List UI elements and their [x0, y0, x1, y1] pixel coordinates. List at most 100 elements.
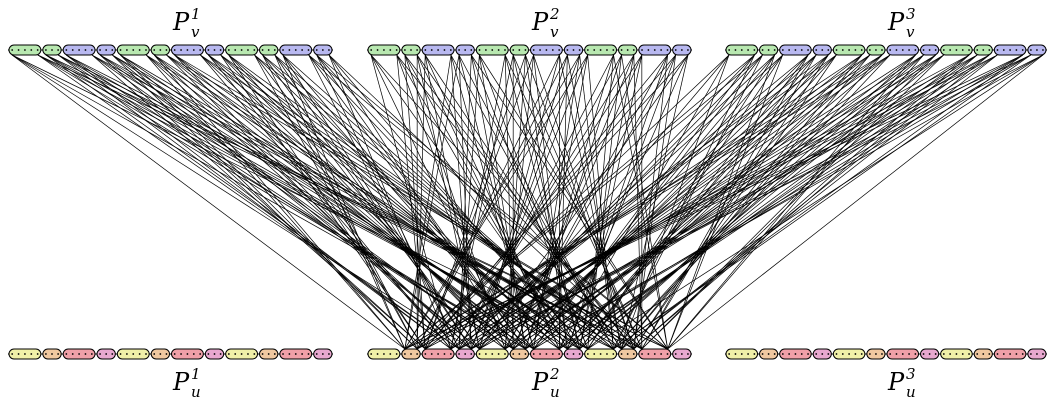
edge-line — [579, 54, 614, 350]
bottom-vertex-dot — [612, 353, 615, 355]
edge-line — [416, 54, 863, 350]
top-vertex-dot — [934, 49, 937, 51]
edge-line — [450, 54, 514, 350]
edge-line — [458, 54, 916, 350]
top-pill — [832, 44, 866, 56]
bottom-vertex-dot — [315, 353, 318, 355]
edge-line — [505, 54, 970, 350]
bottom-vertex-dot — [848, 353, 851, 355]
edge-line — [66, 54, 642, 350]
bottom-vertex-dot — [282, 353, 284, 355]
edge-line — [633, 54, 829, 350]
bottom-vertex-dot — [781, 353, 784, 355]
edge-line — [424, 54, 668, 350]
bottom-vertex-dot — [593, 353, 596, 355]
label-main: P — [531, 368, 549, 396]
bottom-vertex-dot — [854, 353, 857, 355]
bottom-vertex-dot — [65, 353, 68, 355]
top-vertex-dot — [321, 49, 324, 51]
bottom-vertex-dot — [383, 353, 385, 355]
edge-line — [579, 54, 643, 350]
bottom-vertex-dot — [36, 353, 39, 355]
bottom-vertex-dot — [632, 353, 635, 355]
edge-line — [416, 54, 560, 350]
edge-line — [504, 54, 829, 350]
bottom-vertex-dot — [111, 353, 114, 355]
bottom-vertex-dot — [192, 353, 195, 355]
edge-line — [37, 54, 526, 350]
top-vertex-dot — [666, 49, 669, 51]
top-vertex-dot — [740, 49, 743, 51]
top-pill — [475, 44, 509, 56]
top-vertex-dot — [404, 49, 406, 51]
bottom-vertex-dot — [868, 353, 871, 355]
top-vertex-dot — [199, 49, 202, 51]
edge-line — [274, 54, 406, 350]
edge-layer — [11, 54, 1044, 350]
top-vertex-dot — [647, 49, 650, 51]
bottom-pill — [886, 348, 920, 360]
edge-line — [587, 54, 924, 350]
top-vertex-dot — [982, 49, 985, 51]
edge-line — [512, 54, 944, 350]
top-vertex-dot — [761, 49, 764, 51]
top-vertex-dot — [180, 49, 182, 51]
bottom-vertex-dot — [821, 353, 824, 355]
top-vertex-dot — [267, 49, 270, 51]
bottom-vertex-dot — [961, 353, 964, 355]
bottom-vertex-dot — [24, 353, 26, 355]
top-vertex-dot — [219, 49, 222, 51]
bottom-vertex-dot — [773, 353, 776, 355]
bottom-vertex-dot — [747, 353, 749, 355]
edge-line — [450, 54, 472, 350]
bottom-vertex-dot — [213, 353, 216, 355]
bottom-vertex-dot — [968, 353, 970, 355]
edge-line — [99, 54, 426, 350]
top-pill — [116, 44, 150, 56]
bottom-vertex-dot — [875, 353, 877, 355]
edge-line — [146, 54, 614, 350]
bottom-vertex-dot — [518, 353, 521, 355]
top-vertex-dot — [815, 49, 818, 51]
edge-line — [579, 54, 936, 350]
top-vertex-dot — [848, 49, 851, 51]
edge-line — [525, 54, 916, 350]
top-vertex-dot — [288, 49, 291, 51]
top-vertex-dot — [593, 49, 596, 51]
edge-line — [145, 54, 406, 350]
edge-line — [11, 54, 406, 350]
bottom-vertex-dot — [1009, 353, 1012, 355]
bottom-vertex-dot — [470, 353, 473, 355]
top-vertex-dot — [389, 49, 392, 51]
top-vertex-dot — [881, 49, 883, 51]
bottom-pill — [367, 348, 401, 360]
label-subscript: u — [191, 383, 201, 400]
bottom-path-row — [8, 348, 1047, 360]
top-vertex-dot — [895, 49, 898, 51]
bottom-pill — [401, 348, 421, 360]
bottom-vertex-dot — [728, 353, 731, 355]
top-vertex-dot — [578, 49, 581, 51]
top-vertex-dot — [586, 49, 589, 51]
bottom-vertex-dot — [119, 353, 122, 355]
top-pill — [973, 44, 993, 56]
bottom-label-1: P 1u — [172, 365, 201, 400]
edge-line — [308, 54, 460, 350]
edge-line — [458, 54, 924, 350]
top-pill — [563, 44, 584, 56]
bottom-vertex-dot — [687, 353, 689, 355]
edge-line — [370, 54, 643, 350]
bottom-vertex-dot — [234, 353, 237, 355]
bottom-vertex-dot — [153, 353, 156, 355]
top-vertex-dot — [65, 49, 68, 51]
bottom-vertex-dot — [165, 353, 168, 355]
top-vertex-dot — [227, 49, 230, 51]
edge-line — [667, 54, 924, 350]
top-pill — [455, 44, 475, 56]
top-vertex-dot — [111, 49, 114, 51]
top-vertex-dot — [410, 49, 412, 51]
bottom-pill — [8, 348, 42, 360]
edge-line — [274, 54, 534, 350]
bottom-vertex-dot — [416, 353, 419, 355]
